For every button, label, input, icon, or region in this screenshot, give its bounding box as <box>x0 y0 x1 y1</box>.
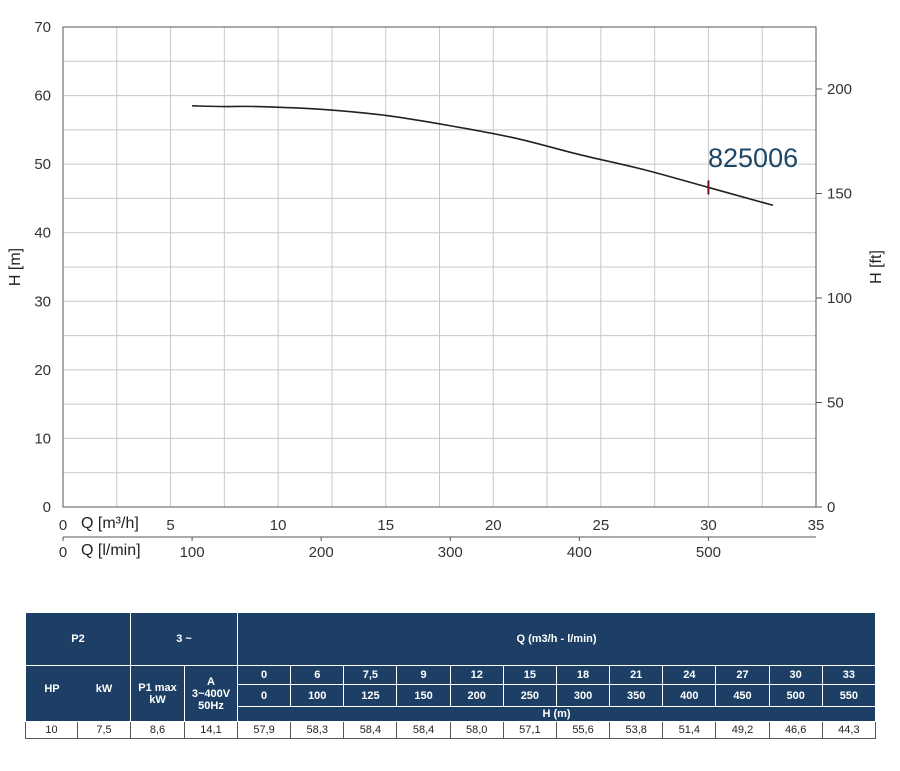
h-value-cell: 44,3 <box>821 721 877 739</box>
chart-grid <box>62 26 817 508</box>
h-value-cell: 57,9 <box>237 721 292 739</box>
x-tick-label-m3h: 30 <box>700 517 717 534</box>
hp-header: HP <box>44 682 60 695</box>
x-axis-m3h-label: Q [m³/h] <box>81 515 139 532</box>
q-lmin-cell: 400 <box>662 684 717 707</box>
q-m3h-cell: 33 <box>821 665 877 685</box>
q-m3h-cell: 21 <box>609 665 664 685</box>
h-header: H (m) <box>237 706 876 722</box>
q-m3h-cell: 7,5 <box>343 665 398 685</box>
y-tick-label-right: 100 <box>827 290 852 307</box>
hp-value: 10 <box>25 721 78 739</box>
performance-table: P2 3 ~ Q (m3/h - l/min) HP kW P1 max kW A… <box>25 612 877 739</box>
q-lmin-cell: 250 <box>502 684 557 707</box>
q-lmin-cell: 200 <box>449 684 504 707</box>
q-lmin-cell: 0 <box>237 684 292 707</box>
h-value-cell: 58,4 <box>396 721 451 739</box>
h-value-cell: 58,3 <box>290 721 345 739</box>
h-value-cell: 55,6 <box>555 721 611 739</box>
y-tick-label-left: 70 <box>34 19 51 36</box>
y-tick-label-left: 10 <box>34 430 51 447</box>
q-m3h-cell: 9 <box>396 665 451 685</box>
x-tick-label-lmin: 300 <box>438 544 463 561</box>
x-tick-label-m3h: 10 <box>270 517 287 534</box>
h-value-cell: 57,1 <box>502 721 557 739</box>
h-value-cell: 51,4 <box>662 721 717 739</box>
h-value-cell: 49,2 <box>715 721 770 739</box>
q-lmin-cell: 350 <box>609 684 664 707</box>
y-tick-label-left: 60 <box>34 88 51 105</box>
hp-kw-spacer: HP kW <box>25 665 131 722</box>
p2-header: P2 <box>25 612 131 666</box>
x-tick-label-lmin: 200 <box>309 544 334 561</box>
q-m3h-cell: 18 <box>555 665 611 685</box>
y-tick-label-left: 20 <box>34 362 51 379</box>
q-lmin-cell: 550 <box>821 684 877 707</box>
q-m3h-cell: 27 <box>715 665 770 685</box>
q-lmin-cell: 150 <box>396 684 451 707</box>
y-axis-right-label: H [ft] <box>868 250 885 284</box>
q-m3h-cell: 30 <box>768 665 823 685</box>
x-tick-label-m3h: 35 <box>808 517 825 534</box>
curve-label: 825006 <box>708 143 798 173</box>
q-m3h-cell: 6 <box>290 665 345 685</box>
q-lmin-cell: 125 <box>343 684 398 707</box>
q-m3h-cell: 15 <box>502 665 557 685</box>
y-axis-left-ticks: 0 10 20 30 40 50 60 70 <box>34 19 51 516</box>
x-axis-m3h-ticks: 0 5 10 15 20 25 30 35 <box>59 517 825 534</box>
y-tick-label-left: 0 <box>43 499 51 516</box>
q-m3h-cell: 0 <box>237 665 292 685</box>
phase-header: 3 ~ <box>129 612 239 666</box>
amp-value: 14,1 <box>183 721 239 739</box>
x-tick-label-m3h: 0 <box>59 517 67 534</box>
y-tick-label-right: 0 <box>827 499 835 516</box>
x-tick-label-m3h: 5 <box>166 517 174 534</box>
h-value-cell: 58,4 <box>343 721 398 739</box>
x-axis-lmin-ticks: 0 100 200 300 400 500 <box>59 537 721 561</box>
amp-header: A 3~400V 50Hz <box>183 665 239 722</box>
y-axis-left-label: H [m] <box>7 248 24 286</box>
q-lmin-cell: 100 <box>290 684 345 707</box>
y-tick-label-right: 200 <box>827 81 852 98</box>
h-value-cell: 46,6 <box>768 721 823 739</box>
kw-header: kW <box>95 682 113 695</box>
y-tick-label-left: 40 <box>34 225 51 242</box>
x-tick-label-lmin: 400 <box>567 544 592 561</box>
plot-area <box>62 26 817 508</box>
x-axis-lmin-label: Q [l/min] <box>81 542 141 559</box>
p1-value: 8,6 <box>130 721 185 739</box>
q-lmin-cell: 450 <box>715 684 770 707</box>
q-lmin-cell: 300 <box>555 684 611 707</box>
x-tick-label-lmin: 0 <box>59 544 67 561</box>
kw-value: 7,5 <box>77 721 131 739</box>
p1-header: P1 max kW <box>130 665 185 722</box>
q-header: Q (m3/h - l/min) <box>237 612 876 666</box>
y-tick-label-right: 50 <box>827 394 844 411</box>
pump-curve-chart: 0 10 20 30 40 50 60 70 0 50 100 150 200 0 5 10 15 20 25 3… <box>7 19 885 561</box>
h-value-cell: 58,0 <box>449 721 504 739</box>
x-tick-label-m3h: 20 <box>485 517 502 534</box>
q-lmin-cell: 500 <box>768 684 823 707</box>
x-tick-label-m3h: 25 <box>593 517 610 534</box>
x-tick-label-lmin: 100 <box>180 544 205 561</box>
y-tick-label-right: 150 <box>827 185 852 202</box>
y-tick-label-left: 50 <box>34 156 51 173</box>
h-value-cell: 53,8 <box>609 721 664 739</box>
y-axis-right-ticks: 0 50 100 150 200 <box>816 81 852 516</box>
y-tick-label-left: 30 <box>34 293 51 310</box>
pump-curve-line <box>192 105 774 207</box>
q-m3h-cell: 12 <box>449 665 504 685</box>
q-m3h-cell: 24 <box>662 665 717 685</box>
x-tick-label-m3h: 15 <box>377 517 394 534</box>
x-tick-label-lmin: 500 <box>696 544 721 561</box>
